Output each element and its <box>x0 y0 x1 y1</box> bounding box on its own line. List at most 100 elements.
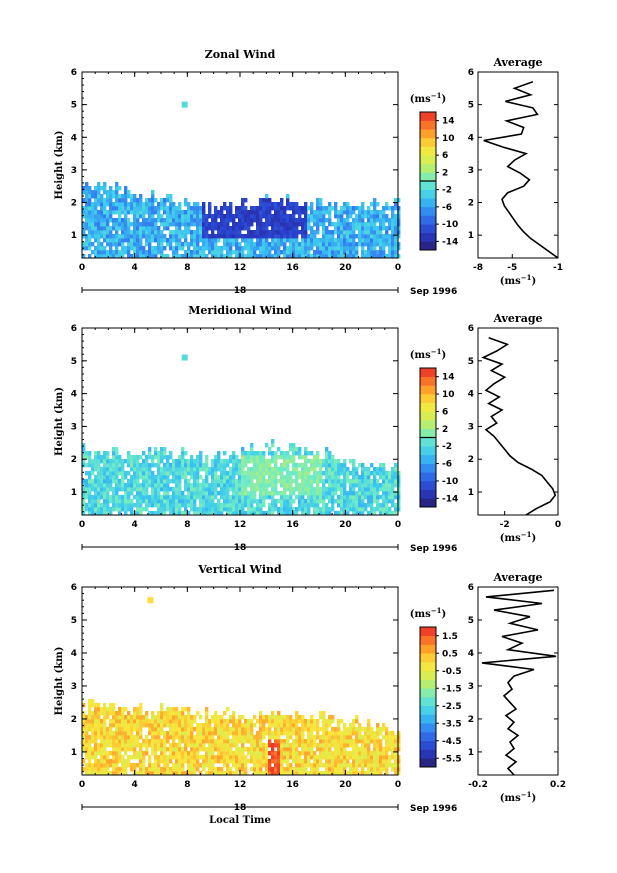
heatmap-cell <box>187 723 191 728</box>
heatmap-cell <box>133 455 137 460</box>
heatmap-cell <box>280 751 284 756</box>
heatmap-cell <box>139 731 143 736</box>
heatmap-cell <box>259 735 263 740</box>
heatmap-cell <box>265 194 269 199</box>
heatmap-cell <box>172 230 176 235</box>
heatmap-cell <box>358 226 362 231</box>
heatmap-cell <box>364 763 368 768</box>
heatmap-cell <box>220 739 224 744</box>
heatmap-cell <box>370 250 374 255</box>
heatmap-cell <box>133 218 137 223</box>
heatmap-cell <box>190 250 194 255</box>
heatmap-cell <box>277 771 281 776</box>
heatmap-cell <box>259 250 263 255</box>
heatmap-cell <box>94 503 98 508</box>
heatmap-cell <box>382 727 386 732</box>
heatmap-cell <box>91 711 95 716</box>
heatmap-cell <box>361 767 365 772</box>
heatmap-cell <box>202 250 206 255</box>
heatmap-cell <box>352 218 356 223</box>
heatmap-cell <box>175 214 179 219</box>
heatmap-cell <box>280 719 284 724</box>
heatmap-cell <box>202 735 206 740</box>
heatmap-cell <box>373 759 377 764</box>
heatmap-cell <box>136 507 140 512</box>
heatmap-cell <box>307 226 311 231</box>
heatmap-cell <box>100 747 104 752</box>
heatmap-cell <box>283 222 287 227</box>
heatmap-cell <box>397 198 401 203</box>
heatmap-cell <box>133 479 137 484</box>
heatmap-cell <box>364 507 368 512</box>
heatmap-cell <box>361 250 365 255</box>
heatmap-cell <box>91 739 95 744</box>
heatmap-cell <box>304 210 308 215</box>
heatmap-cell <box>220 206 224 211</box>
heatmap-cell <box>337 463 341 468</box>
heatmap-cell <box>244 755 248 760</box>
heatmap-cell <box>361 755 365 760</box>
heatmap-cell <box>103 747 107 752</box>
heatmap-cell <box>88 735 92 740</box>
heatmap-cell <box>289 447 293 452</box>
heatmap-cell <box>142 751 146 756</box>
heatmap-cell <box>151 254 155 259</box>
heatmap-cell <box>109 206 113 211</box>
heatmap-cell <box>241 747 245 752</box>
heatmap-cell <box>241 731 245 736</box>
heatmap-cell <box>94 198 98 203</box>
heatmap-cell <box>139 771 143 776</box>
heatmap-cell <box>145 491 149 496</box>
heatmap-cell <box>172 755 176 760</box>
heatmap-cell <box>301 739 305 744</box>
heatmap-cell <box>106 767 110 772</box>
heatmap-cell <box>364 731 368 736</box>
heatmap-cell <box>283 759 287 764</box>
heatmap-cell <box>184 459 188 464</box>
heatmap-cell <box>307 763 311 768</box>
colorbar-tick-label: -6 <box>442 460 452 470</box>
heatmap-cell <box>316 218 320 223</box>
heatmap-cell <box>385 218 389 223</box>
heatmap-cell <box>292 226 296 231</box>
heatmap-cell <box>316 771 320 776</box>
heatmap-cell <box>373 491 377 496</box>
heatmap-cell <box>385 471 389 476</box>
heatmap-cell <box>283 503 287 508</box>
heatmap-cell <box>151 735 155 740</box>
heatmap-cell <box>319 218 323 223</box>
heatmap-cell <box>352 234 356 239</box>
heatmap-cell <box>136 715 140 720</box>
heatmap-cell <box>172 471 176 476</box>
heatmap-cell <box>100 707 104 712</box>
heatmap-cell <box>313 739 317 744</box>
heatmap-cell <box>256 759 260 764</box>
heatmap-cell <box>367 471 371 476</box>
heatmap-cell <box>292 747 296 752</box>
heatmap-cell <box>106 759 110 764</box>
heatmap-cell <box>331 455 335 460</box>
heatmap-cell <box>97 182 101 187</box>
heatmap-cell <box>115 735 119 740</box>
heatmap-cell <box>160 218 164 223</box>
heatmap-cell <box>316 723 320 728</box>
heatmap-cell <box>148 202 152 207</box>
heatmap-cell <box>280 763 284 768</box>
heatmap-cell <box>295 230 299 235</box>
heatmap-cell <box>184 471 188 476</box>
heatmap-cell <box>115 719 119 724</box>
heatmap-cell <box>352 719 356 724</box>
heatmap-cell <box>373 771 377 776</box>
heatmap-cell <box>301 507 305 512</box>
heatmap-cell <box>181 735 185 740</box>
heatmap-cell <box>382 242 386 247</box>
heatmap-cell <box>97 242 101 247</box>
heatmap-cell <box>193 727 197 732</box>
heatmap-cell <box>361 727 365 732</box>
heatmap-cell <box>109 202 113 207</box>
heatmap-cell <box>385 751 389 756</box>
colorbar-segment <box>420 137 436 147</box>
heatmap-cell <box>232 455 236 460</box>
heatmap-cell <box>154 759 158 764</box>
heatmap-cell <box>253 739 257 744</box>
